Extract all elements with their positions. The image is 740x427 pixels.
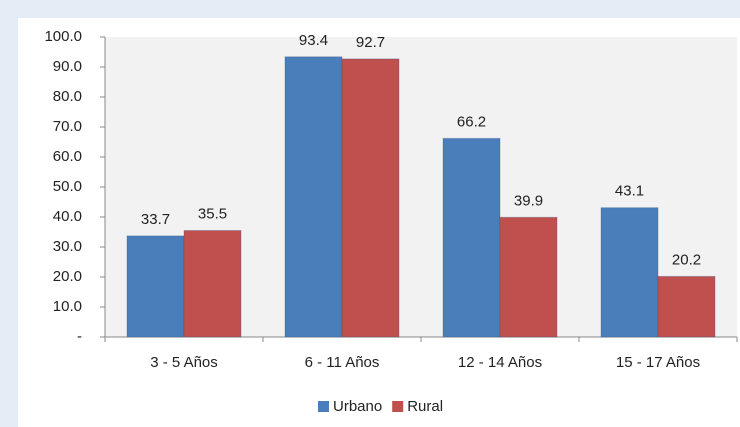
- legend-label: Urbano: [333, 398, 382, 415]
- y-tick-label: 80.0: [53, 88, 82, 105]
- y-tick-label: 20.0: [53, 268, 82, 285]
- x-tick-label: 15 - 17 Años: [616, 354, 700, 371]
- bar: [442, 137, 501, 338]
- data-label: 35.5: [198, 205, 227, 222]
- y-tick-label: 70.0: [53, 118, 82, 135]
- data-label: 33.7: [141, 211, 170, 228]
- y-tick-label: 30.0: [53, 238, 82, 255]
- y-tick-label: -: [77, 328, 82, 345]
- y-tick-label: 90.0: [53, 58, 82, 75]
- bar: [284, 56, 343, 338]
- data-label: 93.4: [299, 32, 328, 49]
- x-tick-label: 12 - 14 Años: [458, 354, 542, 371]
- data-label: 43.1: [615, 183, 644, 200]
- x-tick-label: 3 - 5 Años: [150, 354, 218, 371]
- y-tick-label: 100.0: [44, 28, 82, 45]
- bar: [600, 207, 659, 338]
- bar: [657, 275, 716, 338]
- data-label: 39.9: [514, 192, 543, 209]
- bar: [499, 216, 558, 338]
- y-tick-label: 50.0: [53, 178, 82, 195]
- data-label: 66.2: [457, 113, 486, 130]
- y-tick-label: 10.0: [53, 298, 82, 315]
- bar: [126, 235, 185, 338]
- legend-swatch: [318, 401, 329, 412]
- bar: [183, 230, 242, 338]
- legend-label: Rural: [407, 398, 443, 415]
- y-tick-label: 60.0: [53, 148, 82, 165]
- data-label: 20.2: [672, 251, 701, 268]
- data-label: 92.7: [356, 34, 385, 51]
- x-tick-label: 6 - 11 Años: [305, 354, 380, 371]
- bar: [341, 58, 400, 338]
- y-tick-label: 40.0: [53, 208, 82, 225]
- legend-swatch: [392, 401, 404, 412]
